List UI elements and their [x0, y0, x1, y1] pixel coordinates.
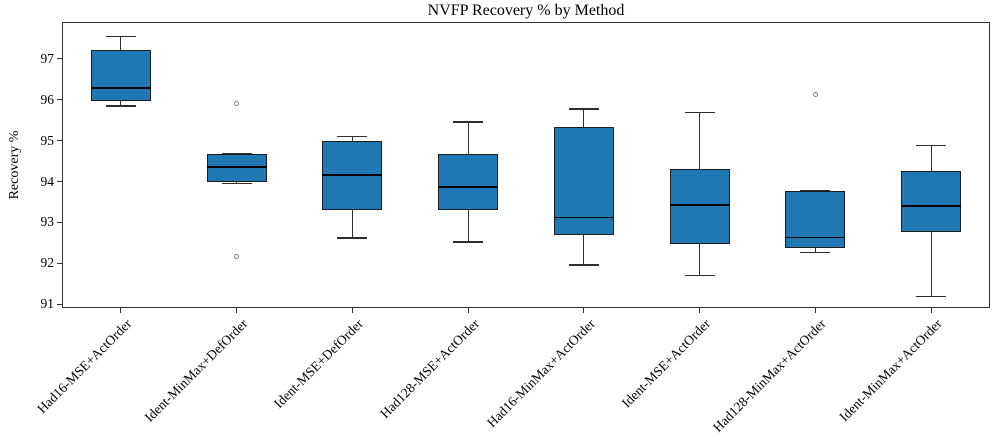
whisker-cap-lower: [568, 264, 599, 266]
y-tick-label: 95: [40, 132, 55, 148]
x-tick-label: Had128-MinMax+ActOrder: [710, 316, 829, 435]
whisker-upper: [467, 121, 469, 155]
whisker-upper: [120, 36, 122, 50]
whisker-cap-lower: [684, 274, 715, 277]
median-line: [785, 236, 846, 239]
whisker-cap-lower: [337, 237, 368, 239]
whisker-cap-upper: [568, 108, 599, 110]
x-tick-label: Had16-MSE+ActOrder: [34, 316, 135, 417]
whisker-cap-upper: [916, 144, 947, 147]
chart-title: NVFP Recovery % by Method: [427, 2, 625, 19]
y-tick-mark: [57, 303, 62, 305]
whisker-cap-lower: [105, 105, 136, 107]
x-tick-mark: [583, 308, 585, 313]
whisker-cap-upper: [337, 135, 368, 138]
x-tick-mark: [236, 308, 238, 313]
y-tick-label: 91: [40, 296, 55, 312]
x-tick-label: Had16-MinMax+ActOrder: [483, 316, 598, 431]
outlier-point: [234, 101, 240, 107]
y-axis-label: Recovery %: [7, 130, 22, 200]
x-tick-mark: [467, 308, 469, 313]
x-tick-mark: [930, 308, 932, 313]
x-tick-label: Ident-MSE+ActOrder: [618, 316, 714, 411]
box: [206, 154, 267, 183]
whisker-cap-lower: [453, 241, 484, 243]
y-tick-label: 93: [40, 214, 55, 230]
x-tick-mark: [120, 308, 122, 313]
whisker-upper: [583, 108, 585, 127]
x-tick-mark: [699, 308, 701, 313]
y-tick-label: 94: [40, 173, 55, 189]
y-tick-label: 92: [40, 255, 55, 271]
whisker-lower: [814, 248, 816, 253]
box: [90, 49, 151, 102]
whisker-lower: [120, 101, 122, 106]
whisker-upper: [351, 136, 353, 142]
whisker-lower: [583, 234, 585, 265]
whisker-cap-upper: [105, 35, 136, 38]
median-line: [901, 205, 962, 207]
whisker-upper: [930, 145, 932, 171]
box: [901, 170, 962, 232]
box: [785, 190, 846, 249]
median-line: [669, 204, 730, 207]
median-line: [438, 186, 499, 189]
whisker-cap-lower: [221, 182, 252, 185]
box: [553, 126, 614, 235]
y-tick-label: 96: [40, 91, 55, 107]
whisker-cap-lower: [800, 251, 831, 254]
y-tick-mark: [57, 262, 62, 264]
whisker-lower: [467, 209, 469, 243]
x-tick-label: Ident-MinMax+ActOrder: [836, 316, 945, 425]
plot-area: 91 92 93 94 95 96 97 Had16-MSE+ActOrder Ident-Mi…: [34, 22, 990, 435]
y-tick-mark: [57, 99, 62, 101]
y-tick-mark: [57, 181, 62, 183]
x-tick-mark: [814, 308, 816, 313]
whisker-lower: [351, 210, 353, 238]
whisker-cap-upper: [453, 121, 484, 123]
y-tick-mark: [57, 221, 62, 223]
whisker-lower: [699, 244, 701, 276]
y-tick-mark: [57, 58, 62, 60]
box: [669, 169, 730, 245]
y-tick-label: 97: [40, 50, 55, 66]
outlier-point: [234, 253, 240, 259]
x-tick-mark: [351, 308, 353, 313]
median-line: [322, 174, 383, 176]
median-line: [90, 87, 151, 89]
median-line: [206, 166, 267, 169]
whisker-lower: [930, 231, 932, 297]
y-tick-mark: [57, 140, 62, 142]
whisker-cap-lower: [916, 295, 947, 298]
x-tick-label: Ident-MinMax+DefOrder: [141, 316, 251, 425]
outlier-point: [812, 92, 818, 97]
whisker-upper: [699, 112, 701, 170]
box: [438, 154, 499, 210]
whisker-cap-upper: [684, 111, 715, 114]
x-tick-label: Ident-MSE+DefOrder: [270, 316, 366, 411]
x-tick-label: Had128-MSE+ActOrder: [376, 316, 482, 422]
median-line: [553, 216, 614, 219]
